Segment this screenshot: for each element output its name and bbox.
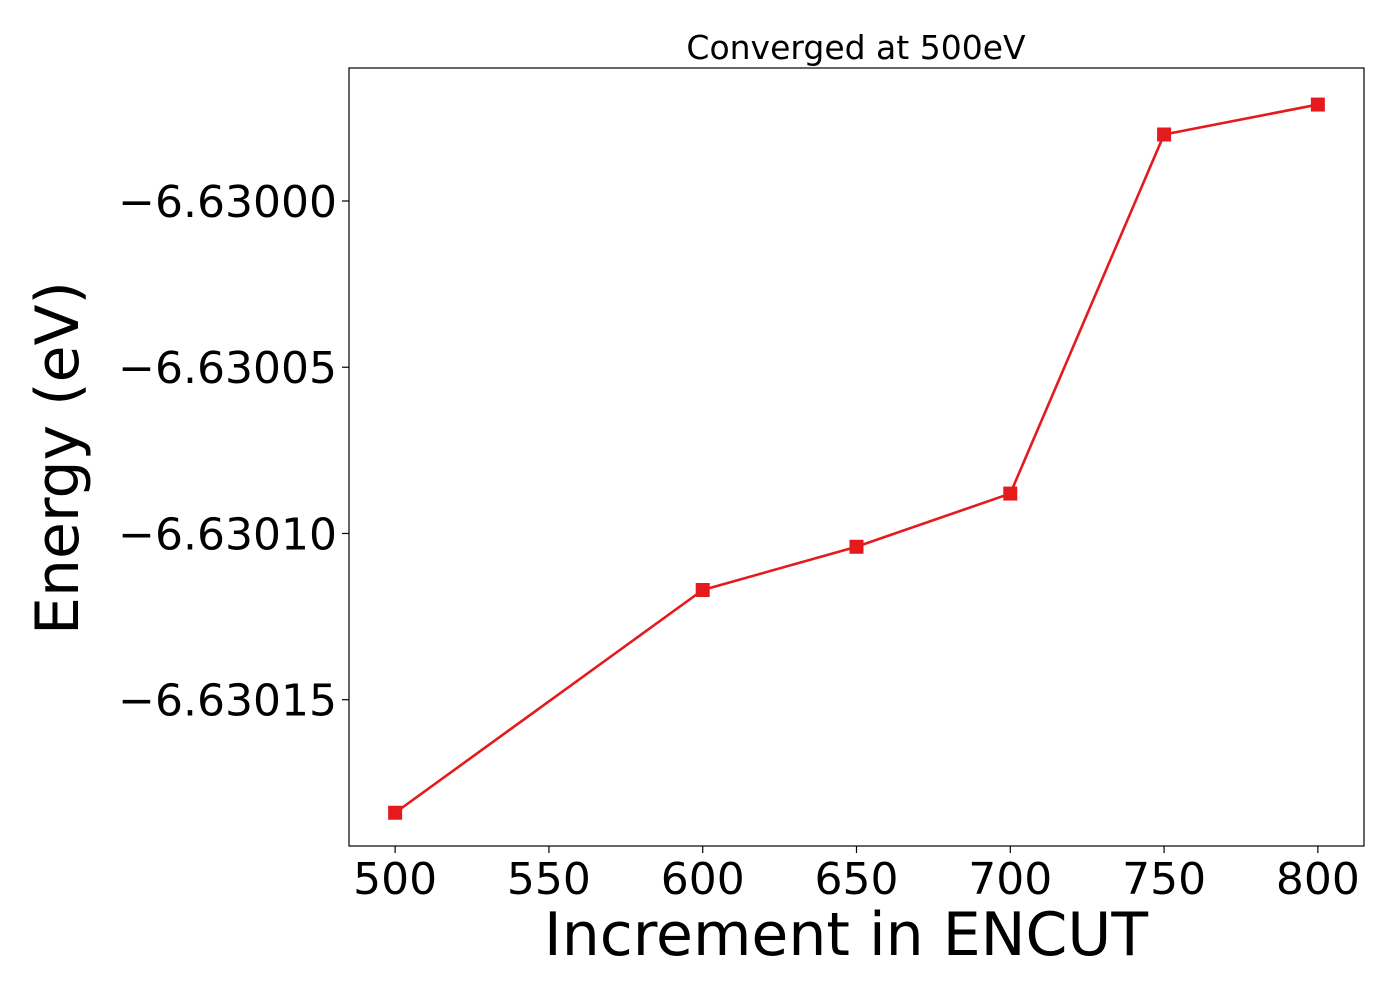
y-tick-label: −6.63015 xyxy=(118,676,337,727)
series-layer xyxy=(388,97,1325,820)
data-point-marker xyxy=(1310,97,1325,112)
x-axis-ticks: 500 550 600 650 700 750 800 xyxy=(353,846,1360,905)
y-tick-label: −6.63000 xyxy=(118,177,337,228)
data-point-marker xyxy=(849,539,864,554)
data-point-marker xyxy=(388,805,403,820)
data-point-marker xyxy=(1157,127,1172,142)
y-axis-ticks: −6.63000 −6.63005 −6.63010 −6.63015 xyxy=(118,177,349,727)
x-tick-label: 650 xyxy=(815,854,899,905)
x-tick-label: 750 xyxy=(1122,854,1206,905)
plot-area xyxy=(348,67,1365,847)
series-line xyxy=(394,103,1319,814)
x-tick-label: 700 xyxy=(968,854,1052,905)
y-axis-label: Energy (eV) xyxy=(23,281,93,635)
data-point-marker xyxy=(695,582,710,597)
x-tick-label: 600 xyxy=(661,854,745,905)
data-point-marker xyxy=(1003,486,1018,501)
y-tick-label: −6.63005 xyxy=(118,343,337,394)
x-tick-label: 550 xyxy=(507,854,591,905)
x-axis-label: Increment in ENCUT xyxy=(544,900,1148,970)
chart-title: Converged at 500eV xyxy=(686,28,1026,67)
y-tick-label: −6.63010 xyxy=(118,509,337,560)
x-tick-label: 800 xyxy=(1276,854,1360,905)
x-tick-label: 500 xyxy=(353,854,437,905)
